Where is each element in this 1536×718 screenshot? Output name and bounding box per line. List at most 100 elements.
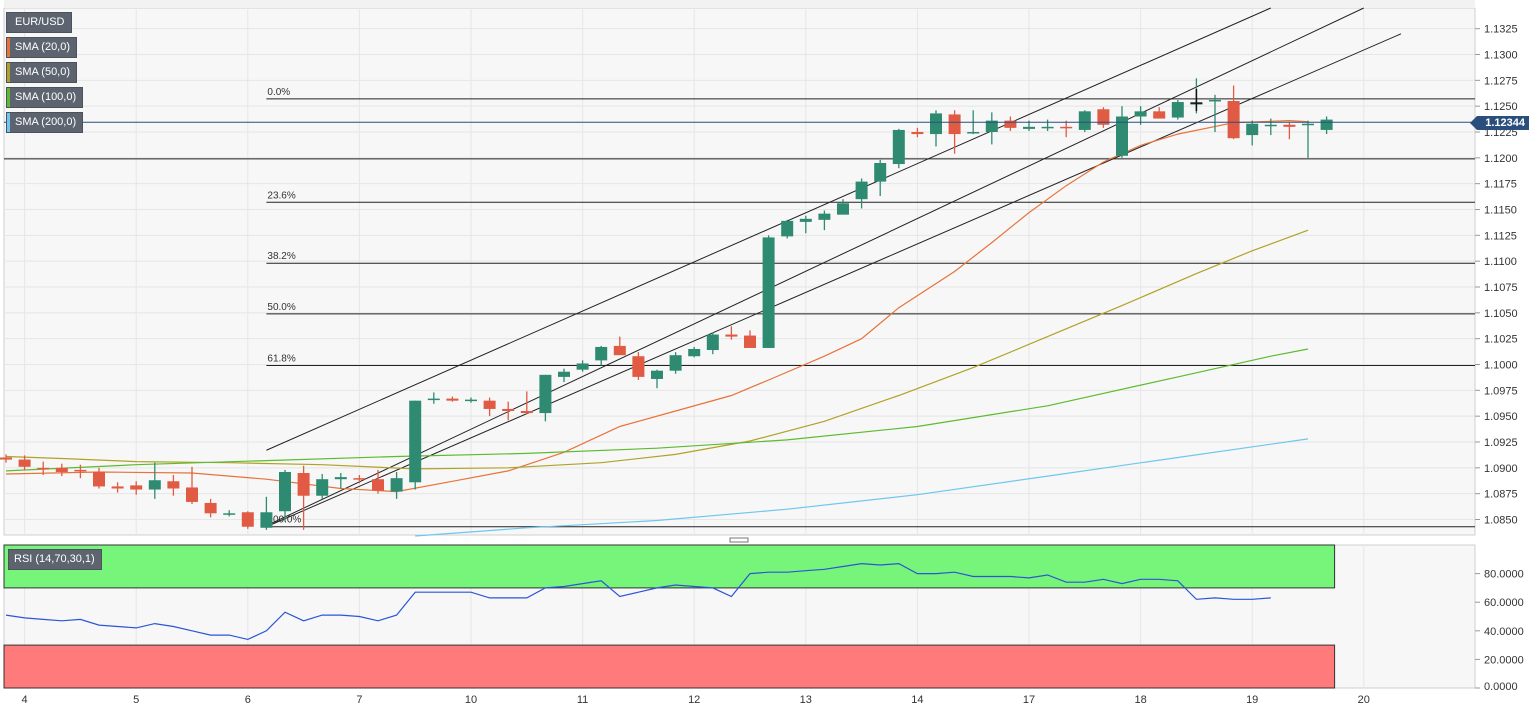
candle-body	[1227, 101, 1240, 139]
trend-channel-line	[266, 33, 1402, 528]
candle-body	[1116, 116, 1128, 156]
price-y-tick-label: 1.1300	[1484, 50, 1518, 62]
sma100-swatch	[7, 88, 10, 107]
indicator-legend-sma100[interactable]: SMA (100,0)	[6, 87, 84, 108]
candle-body	[1209, 99, 1221, 102]
candle-body	[1246, 123, 1259, 136]
sma-line	[5, 119, 1309, 493]
indicator-legend-sma200[interactable]: SMA (200,0)	[6, 112, 84, 133]
candle-body	[967, 132, 980, 134]
price-y-tick-label: 1.0900	[1484, 463, 1518, 475]
price-y-tick-label: 1.0975	[1484, 385, 1518, 397]
candle-body	[706, 334, 719, 351]
candle-body	[948, 114, 961, 135]
candle-body	[911, 132, 924, 135]
rsi-y-tick-label: 0.0000	[1484, 681, 1518, 693]
candle-body	[595, 346, 608, 361]
candle-body	[520, 411, 533, 414]
candle-body	[279, 471, 291, 512]
fib-level-label: 61.8%	[267, 354, 295, 365]
candle-body	[483, 400, 496, 409]
x-tick-label: 17	[1023, 694, 1035, 706]
x-tick-label: 18	[1134, 694, 1146, 706]
candle-body	[409, 400, 422, 483]
price-y-tick-label: 1.1150	[1484, 205, 1517, 217]
candle-body	[0, 457, 12, 460]
candle-body	[1060, 126, 1073, 129]
candle-body	[1153, 111, 1166, 119]
fib-level-label: 50.0%	[267, 302, 295, 313]
candle-body	[744, 335, 756, 348]
candle-body	[18, 459, 31, 467]
candle-body	[613, 345, 626, 356]
candle-body	[111, 486, 124, 489]
candle-body	[186, 487, 198, 502]
sma50-swatch	[7, 63, 10, 82]
rsi-y-tick-label: 60.0000	[1484, 597, 1524, 609]
candle-body	[390, 478, 403, 492]
candle-body	[93, 471, 105, 487]
candle-body	[669, 355, 682, 371]
indicator-legend-sma20[interactable]: SMA (20,0)	[6, 37, 78, 58]
candle-body	[465, 399, 477, 402]
price-y-tick-label: 1.1000	[1484, 360, 1518, 372]
x-tick-label: 4	[22, 694, 28, 706]
candle-body	[651, 370, 663, 379]
sma100-label: SMA (100,0)	[15, 91, 77, 103]
candle-body	[576, 363, 589, 370]
x-tick-label: 10	[465, 694, 477, 706]
candle-body	[930, 113, 942, 135]
rsi-label: RSI (14,70,30,1)	[14, 553, 95, 565]
candle-body	[892, 129, 905, 165]
price-y-tick-label: 1.0950	[1484, 411, 1518, 423]
candle-body	[1171, 102, 1184, 118]
rsi-legend[interactable]: RSI (14,70,30,1)	[8, 549, 102, 570]
candle-body	[632, 356, 645, 377]
sma20-label: SMA (20,0)	[15, 41, 71, 53]
candle-body	[874, 163, 887, 182]
candle-body	[799, 218, 812, 222]
price-y-tick-label: 1.1025	[1484, 334, 1518, 346]
candle-body	[1264, 124, 1277, 127]
candle-body	[502, 408, 515, 411]
rsi-overbought-zone	[3, 544, 1336, 589]
price-y-tick-label: 1.1325	[1484, 24, 1518, 36]
candle-body	[985, 120, 998, 132]
candle-body	[781, 220, 794, 237]
top-strip	[4, 0, 1475, 8]
trend-channel-line	[266, 7, 1365, 527]
candle-body	[1004, 120, 1017, 128]
price-y-tick-label: 1.1250	[1484, 101, 1518, 113]
sma200-label: SMA (200,0)	[15, 116, 77, 128]
price-y-tick-label: 1.1125	[1484, 230, 1517, 242]
candle-body	[446, 398, 459, 401]
x-tick-label: 5	[133, 694, 139, 706]
sma200-swatch	[7, 113, 10, 132]
price-y-tick-label: 1.0850	[1484, 515, 1518, 527]
candle-body	[1283, 124, 1296, 127]
trend-channel-line	[266, 7, 1272, 451]
symbol-legend[interactable]: EUR/USD	[6, 12, 72, 33]
price-y-tick-label: 1.1175	[1484, 179, 1517, 191]
rsi-line	[5, 562, 1271, 641]
x-tick-label: 20	[1358, 694, 1370, 706]
candle-body	[55, 467, 68, 472]
candle-body	[688, 349, 701, 357]
candle-body	[725, 334, 738, 337]
candle-body	[837, 203, 849, 215]
indicator-legend-sma50[interactable]: SMA (50,0)	[6, 62, 78, 83]
fib-level-label: 38.2%	[267, 251, 295, 262]
candle-body	[204, 502, 217, 514]
price-y-tick-label: 1.1050	[1484, 308, 1518, 320]
candle-body	[1023, 126, 1035, 129]
price-panel-bg	[3, 7, 1476, 536]
candle-body	[223, 513, 236, 515]
last-price-tag: 1.12344	[1470, 116, 1529, 130]
x-tick-label: 7	[356, 694, 362, 706]
price-y-tick-label: 1.0925	[1484, 437, 1518, 449]
x-tick-label: 14	[911, 694, 923, 706]
candle-body	[818, 213, 831, 220]
candle-body	[1097, 109, 1110, 125]
